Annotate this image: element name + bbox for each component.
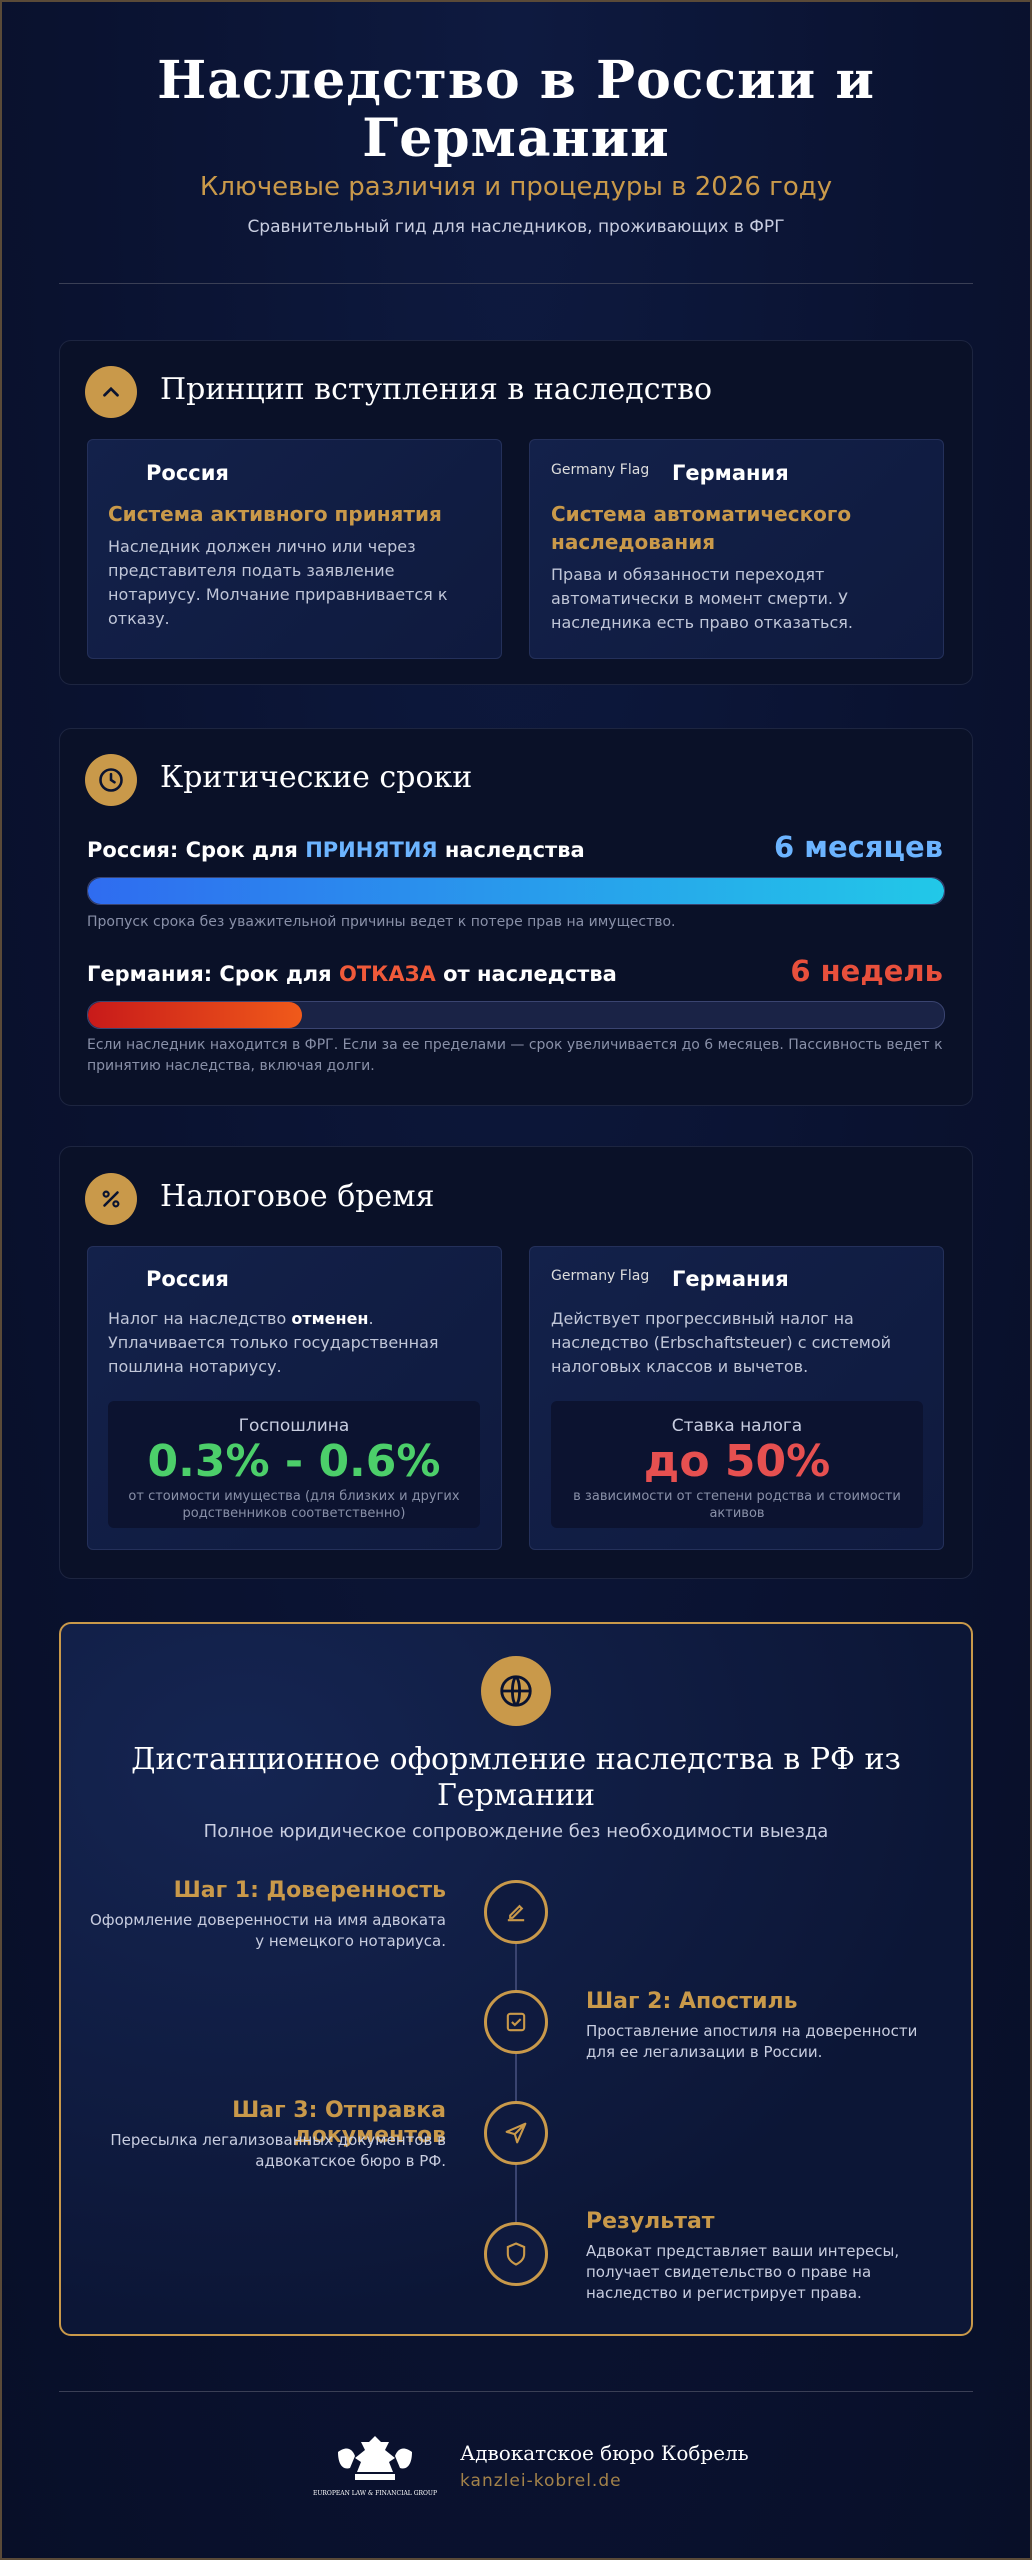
icon bbox=[85, 366, 137, 418]
flag-alt: Germany Flag bbox=[551, 1268, 650, 1284]
divider bbox=[59, 2391, 973, 2392]
deadline-label: Германия: Срок для ОТКАЗА от наследства bbox=[87, 962, 617, 986]
logo: EUROPEAN LAW & FINANCIAL GROUP bbox=[308, 2432, 442, 2502]
info-box: Госпошлина 0.3% - 0.6% от стоимости имущ… bbox=[108, 1401, 480, 1528]
label-highlight: ПРИНЯТИЯ bbox=[305, 838, 438, 862]
icon bbox=[506, 2012, 526, 2032]
title: Наследство в России и Германии bbox=[157, 50, 875, 169]
step-icon bbox=[484, 1880, 548, 1944]
subtitle: Ключевые различия и процедуры в 2026 год… bbox=[199, 172, 833, 202]
step-title: Шаг 1: Доверенность bbox=[173, 1878, 446, 1903]
progress-track bbox=[87, 1001, 945, 1029]
box-label: Ставка налога bbox=[671, 1416, 803, 1436]
card-name: Германия bbox=[672, 1267, 789, 1291]
step-title: Результат bbox=[586, 2209, 715, 2234]
label-text: наследства bbox=[437, 838, 585, 862]
deadline-value: 6 месяцев bbox=[774, 830, 943, 864]
section-heading: Критические сроки bbox=[160, 760, 473, 795]
card-title: Система автоматического наследования bbox=[551, 502, 852, 554]
label-highlight: ОТКАЗА bbox=[338, 962, 436, 986]
icon bbox=[507, 1904, 525, 1922]
remote-title: Дистанционное оформление наследства в РФ… bbox=[131, 1742, 901, 1813]
logo-icon bbox=[338, 2436, 412, 2480]
card bbox=[87, 439, 502, 659]
label-text: Россия: Срок для bbox=[87, 838, 306, 862]
progress-fill bbox=[88, 1002, 302, 1028]
remote-subtitle: Полное юридическое сопровождение без нео… bbox=[203, 1821, 829, 1842]
box-value: до 50% bbox=[643, 1436, 831, 1487]
card-text: Наследник должен лично или через предста… bbox=[108, 537, 448, 628]
step-icon bbox=[484, 1990, 548, 2054]
flag-alt: Germany Flag bbox=[551, 462, 650, 478]
step-title: Шаг 2: Апостиль bbox=[586, 1989, 798, 2014]
step-text: Адвокат представляет ваши интересы, полу… bbox=[586, 2242, 900, 2302]
deadlines-section bbox=[59, 728, 973, 1106]
card-title: Система активного принятия bbox=[108, 502, 442, 526]
step-text: Оформление доверенности на имя адвоката … bbox=[89, 1911, 446, 1950]
section-heading: Принцип вступления в наследство bbox=[160, 372, 713, 407]
step-icon bbox=[484, 2222, 548, 2286]
card-name: Россия bbox=[146, 1267, 229, 1291]
deadline-note: Если наследник находится в ФРГ. Если за … bbox=[87, 1037, 943, 1074]
card-name: Германия bbox=[672, 461, 789, 485]
box-value: 0.3% - 0.6% bbox=[147, 1436, 441, 1487]
step-text: Пересылка легализованных документов в ад… bbox=[110, 2131, 446, 2170]
card-name: Россия bbox=[146, 461, 229, 485]
label-text: от наследства bbox=[435, 962, 617, 986]
timeline bbox=[515, 1912, 517, 2254]
text: . Уплачивается только государственная по… bbox=[108, 1309, 439, 1376]
icon bbox=[505, 2122, 527, 2144]
step-title: Шаг 3: Отправка документов bbox=[232, 2098, 446, 2148]
box-label: Госпошлина bbox=[238, 1416, 350, 1436]
icon bbox=[85, 754, 137, 806]
step-text: Проставление апостиля на доверенности дл… bbox=[586, 2022, 918, 2061]
website: kanzlei-kobrel.de bbox=[460, 2471, 622, 2491]
box-note: в зависимости от степени родства и стоим… bbox=[573, 1489, 901, 1521]
section-heading: Налоговое бремя bbox=[160, 1179, 435, 1214]
deadline-note: Пропуск срока без уважительной причины в… bbox=[87, 914, 676, 930]
text-bold: отменен bbox=[291, 1309, 369, 1328]
text: Налог на наследство bbox=[108, 1309, 292, 1328]
label-text: Германия: Срок для bbox=[87, 962, 339, 986]
progress-fill bbox=[88, 878, 944, 904]
deadline-value: 6 недель bbox=[790, 954, 943, 988]
box-note: от стоимости имущества (для близких и др… bbox=[128, 1489, 460, 1521]
icon bbox=[481, 1656, 551, 1726]
step-icon bbox=[484, 2101, 548, 2165]
card bbox=[529, 439, 944, 659]
firm-name: Адвокатское бюро Кобрель bbox=[460, 2441, 749, 2465]
deadline-label: Россия: Срок для ПРИНЯТИЯ наследства bbox=[87, 838, 585, 862]
logo-text: EUROPEAN LAW & FINANCIAL GROUP bbox=[312, 2490, 438, 2497]
info-box: Ставка налога до 50% в зависимости от ст… bbox=[551, 1401, 923, 1528]
icon bbox=[506, 2242, 526, 2266]
divider bbox=[59, 283, 973, 284]
tagline: Сравнительный гид для наследников, прожи… bbox=[247, 217, 785, 237]
progress-track bbox=[87, 877, 945, 905]
card-text: Права и обязанности переходят автоматиче… bbox=[551, 565, 853, 632]
card-text: Действует прогрессивный налог на наследс… bbox=[551, 1309, 892, 1376]
card-text: Налог на наследство отменен. Уплачиваетс… bbox=[108, 1307, 478, 1379]
icon bbox=[85, 1173, 137, 1225]
